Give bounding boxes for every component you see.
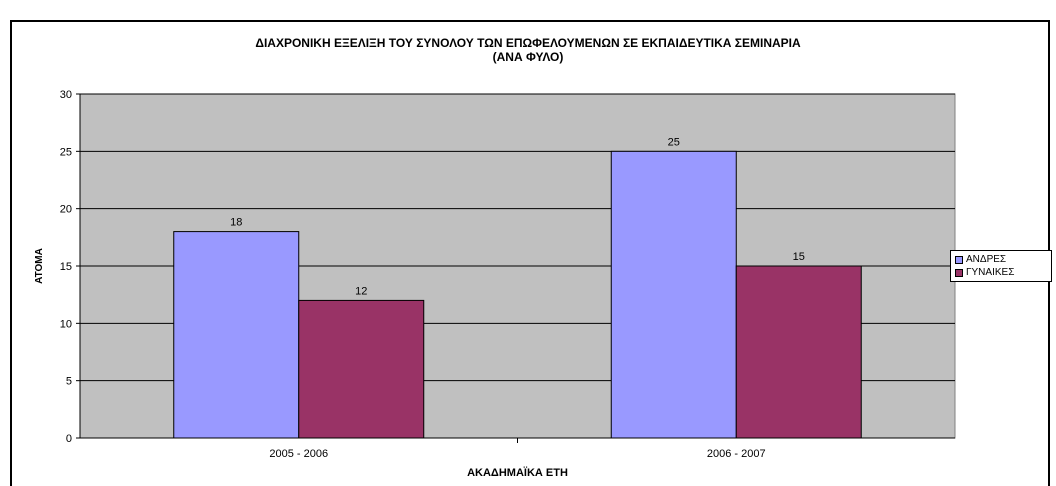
y-tick-label: 30 xyxy=(60,89,72,101)
data-label: 18 xyxy=(230,217,242,229)
legend-label-women: ΓΥΝΑΙΚΕΣ xyxy=(966,267,1015,278)
chart-title: ΔΙΑΧΡΟΝΙΚΗ ΕΞΕΛΙΞΗ ΤΟΥ ΣΥΝΟΛΟΥ ΤΩΝ ΕΠΩΦΕ… xyxy=(255,36,801,50)
y-tick-label: 20 xyxy=(60,204,72,216)
bar xyxy=(610,150,737,439)
bar xyxy=(735,265,862,439)
legend-label-men: ΑΝΔΡΕΣ xyxy=(966,254,1007,265)
data-label: 12 xyxy=(355,285,367,297)
legend-item-men: ΑΝΔΡΕΣ xyxy=(955,253,1047,266)
y-tick-label: 15 xyxy=(60,261,72,273)
x-axis-label: ΑΚΑΔΗΜΑΪΚΑ ΕΤΗ xyxy=(467,466,568,479)
y-tick-label: 5 xyxy=(66,376,72,388)
bar xyxy=(173,231,300,439)
data-label: 15 xyxy=(793,251,805,263)
legend-swatch-women xyxy=(955,268,963,277)
y-tick-label: 25 xyxy=(60,146,72,158)
data-label: 25 xyxy=(668,136,680,148)
x-tick-label: 2006 - 2007 xyxy=(707,448,766,460)
legend: ΑΝΔΡΕΣ ΓΥΝΑΙΚΕΣ xyxy=(950,250,1052,282)
y-axis-label: ΑΤΟΜΑ xyxy=(34,248,45,284)
x-tick-label: 2005 - 2006 xyxy=(269,448,328,460)
y-tick-label: 0 xyxy=(66,433,72,445)
legend-swatch-men xyxy=(955,255,963,264)
chart-subtitle: (ΑΝΑ ΦΥΛΟ) xyxy=(492,50,564,64)
y-tick-label: 10 xyxy=(60,318,72,330)
bar xyxy=(298,299,425,439)
legend-item-women: ΓΥΝΑΙΚΕΣ xyxy=(955,266,1047,279)
